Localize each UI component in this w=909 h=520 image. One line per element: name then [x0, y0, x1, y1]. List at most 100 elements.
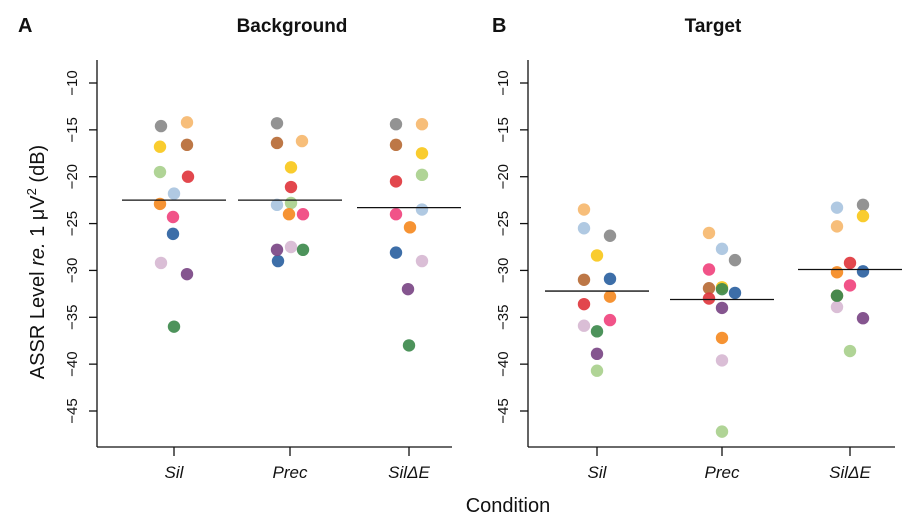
- y-tick-label: −45: [64, 398, 81, 423]
- data-point: [271, 254, 285, 268]
- y-tick-label: −15: [495, 117, 512, 142]
- data-point: [843, 344, 857, 358]
- y-tick-label: −30: [64, 258, 81, 283]
- data-point: [180, 267, 194, 281]
- data-point: [728, 253, 742, 267]
- data-point: [603, 229, 617, 242]
- data-point: [590, 325, 604, 338]
- y-tick-label: −10: [495, 70, 512, 95]
- y-tick-label: −45: [495, 398, 512, 423]
- y-tick-label: −15: [64, 117, 81, 142]
- data-point: [577, 319, 591, 332]
- data-point: [577, 203, 591, 216]
- data-point: [603, 290, 617, 303]
- data-point: [577, 297, 591, 311]
- data-point: [603, 313, 617, 327]
- data-point: [830, 201, 844, 214]
- x-tick-label: Sil: [165, 463, 185, 482]
- x-tick-label: SilΔE: [388, 463, 430, 482]
- y-axis-label-post: (dB): [27, 145, 49, 188]
- data-point: [415, 203, 429, 216]
- data-point: [415, 118, 429, 131]
- data-point: [401, 282, 415, 296]
- y-tick-label: −25: [64, 211, 81, 236]
- data-point: [389, 138, 403, 152]
- data-point: [181, 170, 195, 183]
- data-point: [389, 175, 403, 188]
- data-point: [830, 220, 844, 233]
- y-tick-label: −35: [64, 305, 81, 330]
- y-tick-label: −35: [495, 305, 512, 330]
- data-point: [590, 364, 604, 377]
- x-tick-label: Prec: [273, 463, 308, 482]
- y-axis-label: ASSR Level re. 1 μV2 (dB): [24, 145, 49, 379]
- data-point: [284, 161, 298, 174]
- x-axis-label: Condition: [466, 495, 551, 517]
- data-point: [284, 180, 298, 194]
- data-point: [270, 198, 284, 212]
- data-point: [830, 300, 844, 314]
- data-point: [296, 243, 310, 257]
- data-point: [715, 242, 729, 256]
- panel-title-background: Background: [237, 16, 348, 37]
- data-point: [295, 134, 309, 148]
- data-point: [415, 168, 429, 182]
- data-point: [284, 240, 298, 254]
- y-tick-label: −30: [495, 258, 512, 283]
- data-point: [830, 266, 844, 279]
- data-point: [577, 273, 591, 286]
- data-point: [843, 256, 857, 270]
- y-axis-label-mid: 1 μV: [27, 195, 49, 243]
- data-point: [577, 222, 591, 235]
- panel-letter-a: A: [18, 15, 32, 37]
- panel-title-target: Target: [685, 16, 742, 37]
- data-point: [270, 136, 284, 150]
- y-axis-label-sup: 2: [24, 188, 39, 195]
- y-tick-label: −40: [495, 351, 512, 376]
- data-point: [715, 425, 729, 438]
- data-point: [715, 354, 729, 367]
- data-point: [389, 246, 403, 259]
- x-tick-label: Sil: [588, 463, 608, 482]
- data-point: [715, 331, 729, 345]
- data-point: [856, 209, 870, 223]
- panel-letter-b: B: [492, 15, 506, 37]
- data-point: [270, 243, 284, 257]
- data-point: [590, 249, 604, 262]
- data-point: [167, 320, 181, 333]
- data-point: [270, 117, 284, 130]
- data-point: [603, 272, 617, 286]
- data-point: [284, 196, 298, 210]
- y-tick-label: −20: [495, 164, 512, 189]
- data-point: [282, 208, 296, 221]
- data-point: [856, 265, 870, 278]
- data-point: [180, 116, 194, 129]
- data-point: [715, 282, 729, 296]
- data-point: [167, 187, 181, 200]
- y-tick-label: −25: [495, 211, 512, 236]
- y-axis-label-italic: re.: [27, 242, 49, 265]
- data-point: [296, 208, 310, 221]
- data-point: [728, 286, 742, 300]
- data-point: [843, 279, 857, 292]
- data-point: [702, 292, 716, 305]
- y-tick-label: −40: [64, 351, 81, 376]
- data-point: [856, 198, 870, 212]
- y-tick-label: −10: [64, 70, 81, 95]
- data-point: [389, 208, 403, 221]
- data-point: [403, 221, 417, 234]
- data-point: [153, 165, 167, 179]
- data-point: [715, 301, 729, 315]
- data-point: [702, 263, 716, 276]
- data-point: [590, 347, 604, 361]
- y-tick-label: −20: [64, 164, 81, 189]
- x-tick-label: Prec: [705, 463, 740, 482]
- data-point: [153, 140, 167, 153]
- data-point: [702, 226, 716, 240]
- data-point: [180, 138, 194, 152]
- data-point: [702, 282, 716, 295]
- data-point: [856, 312, 870, 325]
- data-point: [389, 118, 403, 131]
- data-point: [154, 256, 168, 270]
